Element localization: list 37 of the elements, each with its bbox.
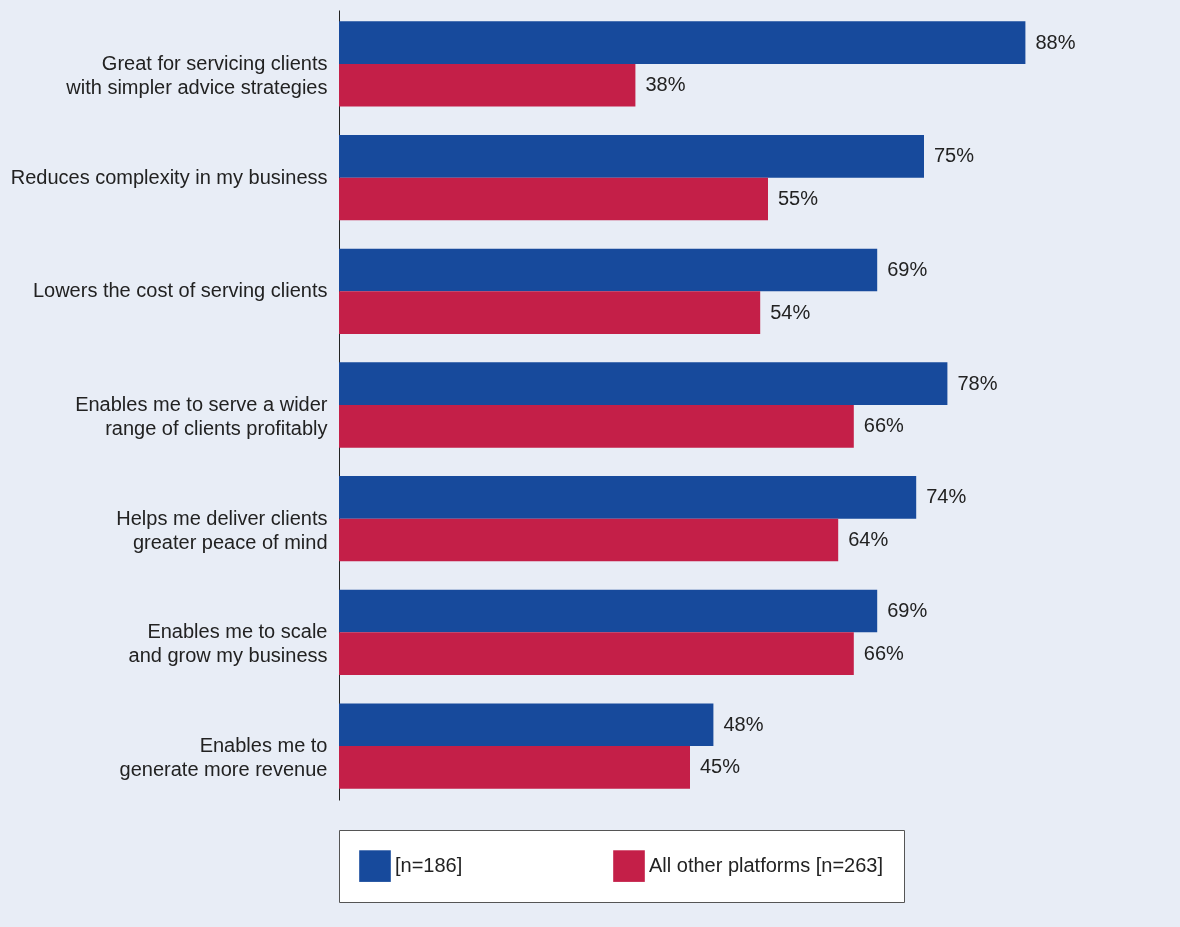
data-label: 55%	[778, 186, 819, 209]
bar	[339, 746, 690, 789]
data-label: 66%	[863, 641, 905, 664]
bar	[339, 135, 924, 178]
legend-label: All other platforms [n=263]	[649, 854, 884, 877]
data-label: 74%	[926, 485, 967, 508]
y-tick-label: Lowers the cost of serving clients	[32, 279, 328, 302]
data-label: 69%	[887, 258, 928, 281]
bar	[339, 291, 761, 334]
bar	[339, 518, 839, 562]
data-label: 48%	[723, 712, 764, 735]
y-tick-label: Enables me to scale and grow my business	[128, 620, 328, 667]
bar	[339, 589, 878, 633]
bar	[339, 21, 1026, 64]
legend-label: [n=186]	[395, 854, 463, 877]
data-label: 88%	[1035, 30, 1076, 53]
data-label: 54%	[770, 300, 811, 323]
bar	[339, 248, 878, 292]
y-tick-label: Great for servicing clients with simpler advice strategies	[65, 51, 328, 98]
data-label: 69%	[887, 599, 928, 622]
y-tick-label: Enables me to generate more revenue	[119, 734, 328, 781]
bar	[339, 177, 768, 221]
data-label: 75%	[934, 144, 975, 167]
bar	[339, 63, 636, 107]
data-label: 38%	[645, 73, 686, 96]
data-label: 45%	[700, 755, 741, 778]
bar	[339, 703, 714, 747]
y-tick-label: Helps me deliver clients greater peace of mind	[116, 506, 328, 553]
y-tick-label: Reduces complexity in my business	[10, 165, 328, 188]
data-label: 66%	[863, 414, 905, 437]
bar	[339, 405, 854, 448]
y-tick-label: Enables me to serve a wider range of clients profitably	[75, 393, 328, 439]
data-label: 64%	[848, 527, 889, 550]
bar	[339, 632, 854, 675]
data-label: 78%	[957, 371, 998, 394]
bar	[339, 476, 917, 519]
bar	[339, 362, 948, 405]
